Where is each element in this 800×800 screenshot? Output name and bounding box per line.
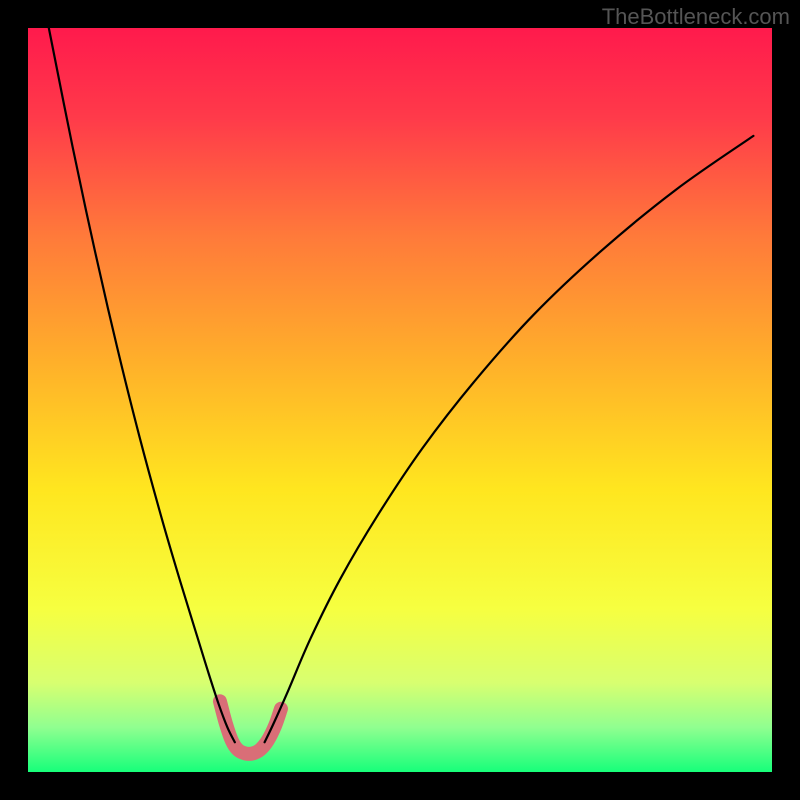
bottleneck-chart: TheBottleneck.com [0, 0, 800, 800]
chart-svg [0, 0, 800, 800]
watermark-text: TheBottleneck.com [602, 4, 790, 30]
